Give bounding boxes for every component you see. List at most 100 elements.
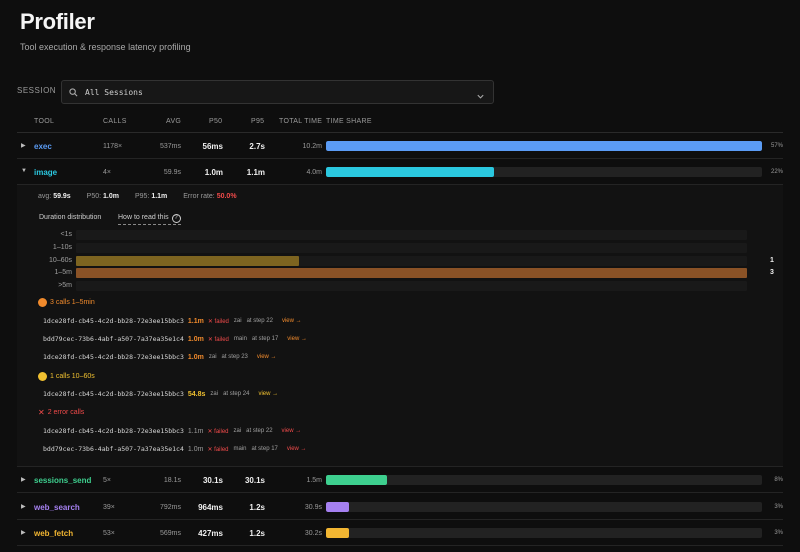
caret-right-icon[interactable]: ▶ [21,530,26,536]
view-link[interactable]: view → [281,318,302,324]
distribution-bin: 1–10s [42,243,762,253]
tool-name[interactable]: sessions_send [34,476,92,485]
bin-bar [76,268,747,278]
bin-label: 10–60s [49,257,72,264]
session-name: zai [208,354,217,360]
time-share-track [326,475,762,485]
col-p95[interactable]: P95 [251,118,265,125]
view-link[interactable]: view → [258,391,279,397]
call-id: 1dce28fd-cb45-4c2d-bb28-72e3ee15bbc3 [43,317,184,325]
bin-track [76,256,747,266]
bin-count: 1 [770,257,774,264]
duration-distribution-title: Duration distribution [39,214,102,221]
how-to-read-link[interactable]: How to read this? [118,214,181,225]
total-time-value: 10.2m [302,143,322,150]
p95-value: 2.7s [249,142,265,151]
p50-value: 1.0m [204,168,223,177]
p50-value: 30.1s [202,476,223,485]
col-calls[interactable]: CALLS [103,118,127,125]
col-tool[interactable]: TOOL [34,118,55,125]
table-row-web-search[interactable]: ▶ web_search 39× 792ms 964ms 1.2s 30.9s 3% [17,494,783,520]
call-id: 1dce28fd-cb45-4c2d-bb28-72e3ee15bbc3 [43,427,184,435]
chevron-down-icon [476,88,485,99]
table-row-image[interactable]: ▼ image 4× 59.9s 1.0m 1.1m 4.0m 22% [17,159,783,185]
group-errors-header: ✕ 2 error calls [38,408,84,417]
time-share-percent: 57% [770,143,783,149]
call-row: 1dce28fd-cb45-4c2d-bb28-72e3ee15bbc3 1.0m… [43,353,277,361]
time-share-percent: 8% [774,477,783,483]
col-total-time[interactable]: TOTAL TIME [279,118,323,125]
table-row-web-fetch[interactable]: ▶ web_fetch 53× 569ms 427ms 1.2s 30.2s 3% [17,520,783,546]
bin-label: 1–10s [52,244,72,251]
call-duration: 1.1m [187,427,204,435]
p50-value: 1.0m [103,193,119,200]
call-id: bdd79cec-73b6-4abf-a507-7a37ea35e1c4 [43,335,184,343]
time-share-track [326,167,762,177]
step-label: at step 17 [251,446,278,452]
failed-badge: ✕ failed [207,446,229,453]
calls-value: 1178× [103,143,123,150]
view-link[interactable]: view → [256,354,277,360]
table-header: TOOL CALLS AVG P50 P95 TOTAL TIME TIME S… [17,113,783,133]
time-share-percent: 22% [770,169,783,175]
total-time-value: 1.5m [306,477,322,484]
tool-name[interactable]: image [34,168,58,177]
search-icon [69,87,79,97]
p95-value: 1.1m [246,168,265,177]
table-row-exec[interactable]: ▶ exec 1178× 537ms 56ms 2.7s 10.2m 57% [17,133,783,159]
p50-value: 427ms [198,529,223,538]
p95-value: 1.2s [249,503,265,512]
how-to-read-label: How to read this [118,214,169,221]
help-icon: ? [171,214,181,223]
yellow-circle-icon [38,372,47,381]
col-p50[interactable]: P50 [209,118,223,125]
time-share-bar [326,502,349,512]
orange-circle-icon [38,298,47,307]
avg-value: 569ms [159,530,181,537]
avg-value: 18.1s [163,477,181,484]
tool-name[interactable]: web_fetch [34,529,74,538]
distribution-bin: 10–60s 1 [42,256,774,266]
view-link[interactable]: view → [286,446,307,452]
tool-name[interactable]: exec [34,142,52,151]
avg-value: 792ms [159,504,181,511]
p50-label: P50: [86,193,102,200]
col-avg[interactable]: AVG [166,118,182,125]
time-share-bar [326,475,388,485]
p50-value: 964ms [198,503,223,512]
error-rate-value: 50.0% [216,193,237,200]
col-time-share[interactable]: TIME SHARE [326,118,372,125]
step-label: at step 23 [221,354,248,360]
bin-track [76,281,747,291]
time-share-percent: 3% [774,504,783,510]
view-link[interactable]: view → [281,428,302,434]
view-link[interactable]: view → [287,336,307,342]
call-duration: 54.8s [187,390,206,398]
step-label: at step 22 [246,428,273,434]
group-1-5min-label: 3 calls 1–5min [50,299,95,306]
page-subtitle: Tool execution & response latency profil… [20,42,191,52]
p95-label: P95: [134,193,150,200]
error-x-icon: ✕ [38,408,45,417]
step-label: at step 17 [251,336,279,342]
image-detail-panel: avg: 59.9s P50: 1.0m P95: 1.1m Error rat… [17,185,783,467]
detail-stats: avg: 59.9s P50: 1.0m P95: 1.1m Error rat… [38,193,237,200]
bin-label: 1–5m [54,269,72,276]
caret-right-icon[interactable]: ▶ [21,504,26,510]
call-row: 1dce28fd-cb45-4c2d-bb28-72e3ee15bbc3 1.1m… [43,317,302,325]
session-name: main [233,336,247,342]
failed-badge: ✕ failed [207,318,229,325]
caret-right-icon[interactable]: ▶ [21,143,26,149]
call-duration: 1.1m [187,317,204,325]
tool-name[interactable]: web_search [34,503,80,512]
call-id: 1dce28fd-cb45-4c2d-bb28-72e3ee15bbc3 [43,390,184,398]
avg-value: 537ms [159,143,181,150]
session-name: main [233,446,247,452]
distribution-bin: <1s [42,230,762,240]
table-row-sessions-send[interactable]: ▶ sessions_send 5× 18.1s 30.1s 30.1s 1.5m 8% [17,467,783,493]
caret-right-icon[interactable]: ▶ [21,477,26,483]
caret-down-icon[interactable]: ▼ [21,168,27,174]
call-id: 1dce28fd-cb45-4c2d-bb28-72e3ee15bbc3 [43,353,184,361]
session-select[interactable]: All Sessions [61,80,494,104]
group-10-60s-label: 1 calls 10–60s [50,373,95,380]
